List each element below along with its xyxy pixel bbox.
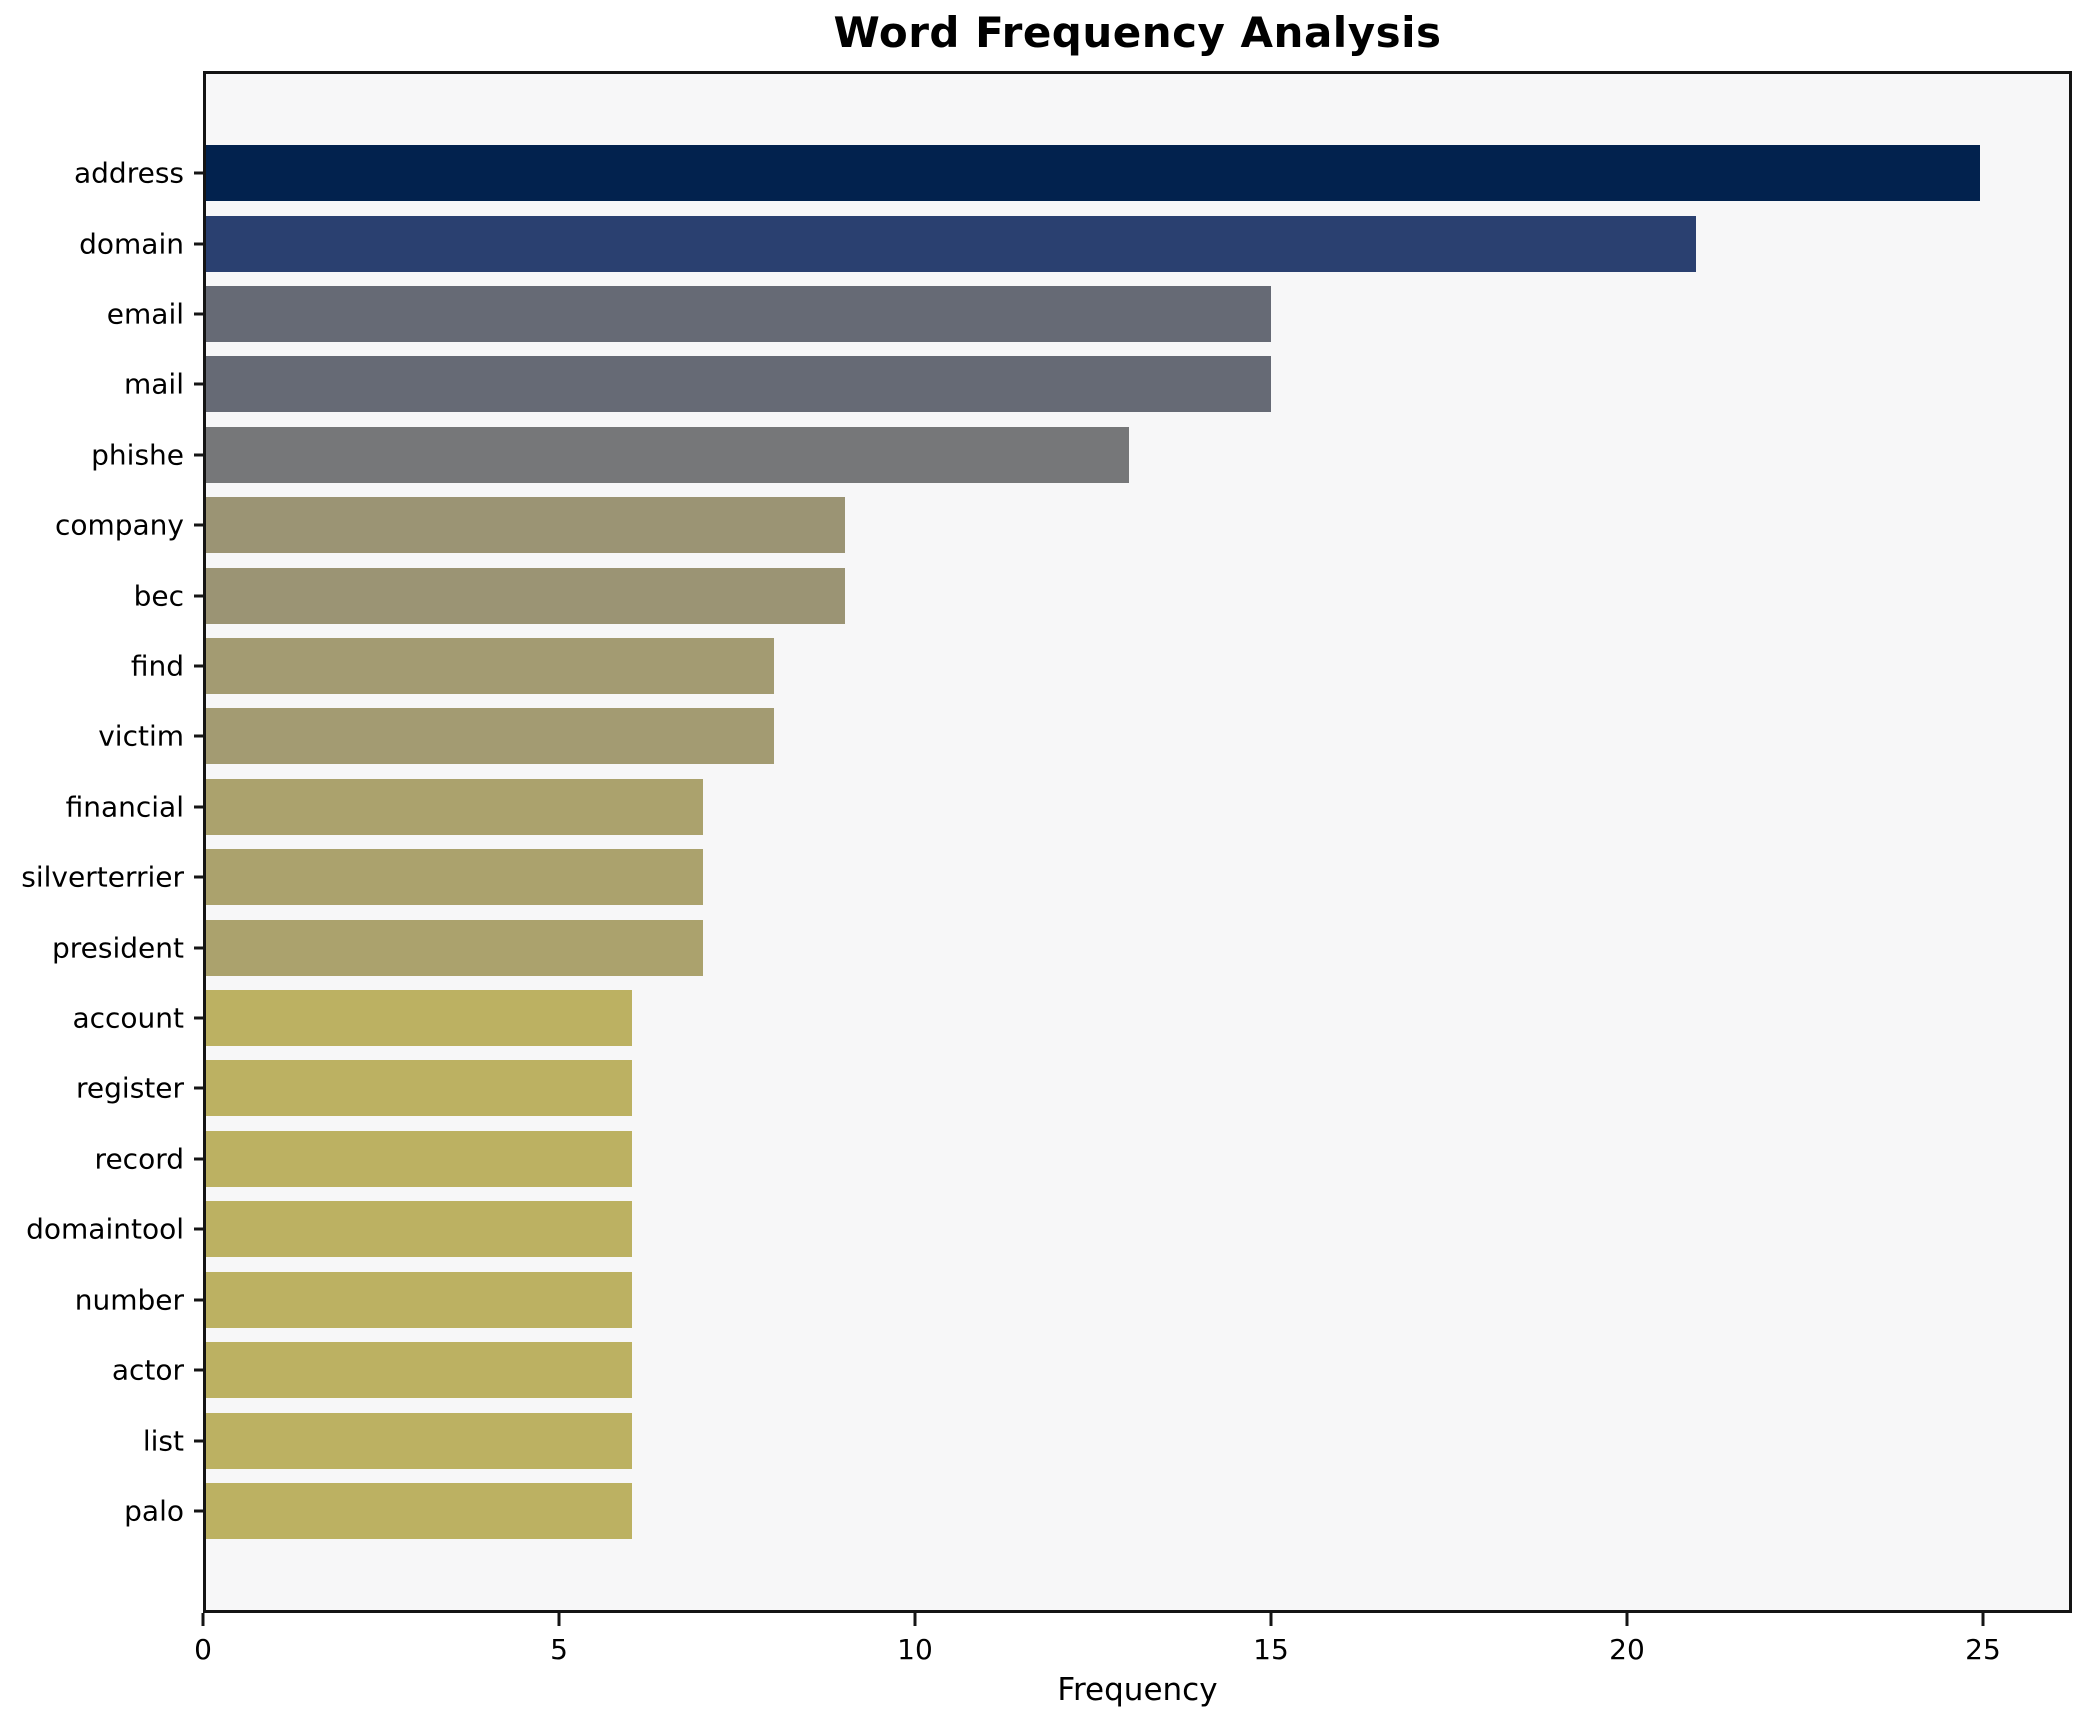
y-tick-label: domaintool xyxy=(26,1212,184,1246)
y-tick-label: list xyxy=(142,1424,184,1458)
bar xyxy=(206,1271,632,1328)
bar-row: actor xyxy=(112,1335,2069,1405)
y-tick-label: president xyxy=(52,931,184,965)
x-tick-label: 25 xyxy=(1965,1633,2001,1666)
y-tick-label: palo xyxy=(124,1494,184,1528)
y-tick-label: phishe xyxy=(91,438,184,472)
bar-row: bec xyxy=(134,560,2069,630)
bars-area: address domain email mail phishe company bec fi… xyxy=(21,74,2069,1610)
bar-row: list xyxy=(143,1405,2069,1475)
x-tick-label: 5 xyxy=(550,1633,568,1666)
plot-area: address domain email mail phishe company bec fi… xyxy=(21,71,2072,1613)
y-tick-mark xyxy=(194,453,206,457)
x-tick-mark xyxy=(1625,1613,1629,1626)
bar xyxy=(206,1060,632,1117)
bar xyxy=(206,990,632,1047)
bar-row: phishe xyxy=(91,420,2069,490)
bar-row: domain xyxy=(79,208,2069,278)
x-tick-label: 15 xyxy=(1253,1633,1289,1666)
y-tick-mark xyxy=(194,805,206,809)
bar-row: domaintool xyxy=(26,1194,2069,1264)
bar-row: mail xyxy=(124,349,2069,419)
y-tick-label: domain xyxy=(79,227,184,261)
y-tick-label: mail xyxy=(124,367,184,401)
y-tick-mark xyxy=(194,1368,206,1372)
y-tick-mark xyxy=(194,1016,206,1020)
bar-row: victim xyxy=(98,701,2069,771)
y-tick-label: silverterrier xyxy=(21,860,184,894)
y-tick-label: actor xyxy=(111,1353,184,1387)
bar xyxy=(206,145,1981,202)
bar-row: president xyxy=(52,912,2069,982)
bar xyxy=(206,849,703,906)
bar xyxy=(206,1342,632,1399)
bar xyxy=(206,1201,632,1258)
y-tick-mark xyxy=(194,523,206,527)
y-tick-mark xyxy=(194,1298,206,1302)
bar-row: address xyxy=(74,138,2069,208)
x-tick-label: 0 xyxy=(194,1633,212,1666)
bar-row: financial xyxy=(66,772,2069,842)
y-tick-label: email xyxy=(106,297,184,331)
y-tick-mark xyxy=(194,1227,206,1231)
bar xyxy=(206,567,845,624)
bar xyxy=(206,1130,632,1187)
y-tick-label: find xyxy=(130,649,184,683)
bar-row: account xyxy=(72,983,2069,1053)
bar xyxy=(206,708,774,765)
y-tick-mark xyxy=(194,594,206,598)
y-tick-label: account xyxy=(72,1001,184,1035)
y-tick-label: bec xyxy=(133,579,184,613)
y-tick-label: company xyxy=(54,508,184,542)
bar-row: email xyxy=(107,279,2069,349)
bar-row: company xyxy=(55,490,2069,560)
bar-row: find xyxy=(131,631,2069,701)
y-tick-mark xyxy=(194,1157,206,1161)
bar xyxy=(206,426,1129,483)
bar xyxy=(206,1482,632,1539)
x-axis: 0 5 10 15 20 25 xyxy=(194,1613,2072,1673)
y-tick-label: number xyxy=(74,1283,184,1317)
x-tick-mark xyxy=(1981,1613,1985,1626)
y-tick-mark xyxy=(194,946,206,950)
x-tick-mark xyxy=(557,1613,561,1626)
chart-title: Word Frequency Analysis xyxy=(833,8,1442,57)
bar xyxy=(206,497,845,554)
y-tick-mark xyxy=(194,1509,206,1513)
y-tick-mark xyxy=(194,875,206,879)
x-tick-label: 10 xyxy=(897,1633,933,1666)
x-tick-mark xyxy=(1269,1613,1273,1626)
x-tick-mark xyxy=(201,1613,205,1626)
y-tick-mark xyxy=(194,242,206,246)
bar xyxy=(206,778,703,835)
y-tick-label: victim xyxy=(98,719,184,753)
x-axis-title: Frequency xyxy=(1057,1672,1218,1708)
y-tick-mark xyxy=(194,734,206,738)
y-tick-label: record xyxy=(94,1142,184,1176)
bar xyxy=(206,919,703,976)
y-tick-mark xyxy=(194,171,206,175)
bar-row: silverterrier xyxy=(21,842,2069,912)
bar-row: number xyxy=(75,1265,2069,1335)
bar xyxy=(206,638,774,695)
y-tick-mark xyxy=(194,664,206,668)
bar xyxy=(206,286,1271,343)
x-tick-mark xyxy=(913,1613,917,1626)
y-tick-label: financial xyxy=(65,790,184,824)
y-tick-mark xyxy=(194,312,206,316)
y-tick-mark xyxy=(194,1439,206,1443)
bar-row: palo xyxy=(124,1476,2069,1546)
bar-row: register xyxy=(76,1053,2069,1123)
y-tick-label: register xyxy=(76,1071,184,1105)
y-tick-mark xyxy=(194,382,206,386)
y-tick-label: address xyxy=(73,156,184,190)
bar xyxy=(206,1412,632,1469)
bar xyxy=(206,356,1271,413)
x-tick-label: 20 xyxy=(1609,1633,1645,1666)
bar-row: record xyxy=(95,1124,2069,1194)
y-tick-mark xyxy=(194,1086,206,1090)
bar xyxy=(206,215,1697,272)
